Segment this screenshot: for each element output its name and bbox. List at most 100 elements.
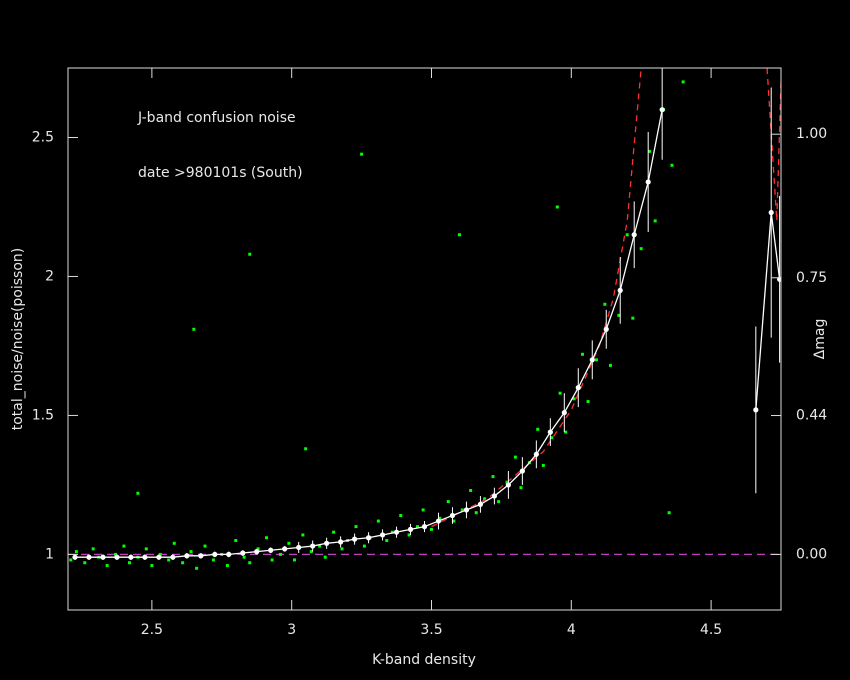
mean-point (184, 553, 190, 559)
mean-point (645, 179, 651, 185)
scatter-point (564, 430, 568, 434)
y2-tick-label: 1.00 (796, 126, 827, 142)
scatter-point (385, 539, 389, 543)
mean-point (282, 546, 288, 552)
mean-point (449, 512, 456, 519)
scatter-point (608, 363, 612, 367)
y2-tick-label: 0.44 (796, 408, 827, 424)
mean-point (128, 554, 134, 560)
scatter-point (122, 544, 126, 548)
mean-point (519, 468, 525, 474)
scatter-point (536, 427, 540, 431)
mean-point (463, 507, 470, 513)
y2-tick-label: 0.00 (796, 546, 827, 562)
scatter-point (580, 352, 584, 356)
scatter-point (144, 547, 148, 551)
mean-point (617, 287, 623, 293)
mean-point (379, 532, 386, 538)
mean-point (533, 451, 539, 457)
mean-point (351, 536, 358, 542)
scatter-point (639, 247, 643, 251)
mean-point (547, 429, 553, 435)
x-axis-label: K-band density (372, 652, 476, 668)
scatter-point (309, 550, 313, 554)
scatter-point (248, 561, 252, 565)
mean-point (575, 385, 581, 391)
y2-axis-label: Δmag (812, 319, 828, 360)
scatter-point (256, 547, 260, 551)
mean-point (407, 526, 414, 532)
model-line (431, 68, 642, 528)
scatter-point (69, 558, 73, 562)
scatter-point (558, 391, 562, 395)
scatter-point (648, 149, 652, 153)
mean-point (435, 518, 442, 524)
y2-tick-label: 0.75 (796, 270, 827, 286)
scatter-point (625, 233, 629, 237)
mean-point (86, 554, 92, 560)
scatter-point (416, 525, 420, 529)
scatter-point (105, 564, 109, 568)
scatter-point (83, 561, 87, 565)
scatter-point (114, 552, 118, 556)
scatter-point (667, 511, 671, 515)
scatter-point (360, 152, 364, 156)
scatter-point (181, 561, 185, 565)
mean-point (114, 554, 120, 560)
mean-point (768, 209, 774, 216)
mean-point (631, 232, 637, 238)
x-tick-label: 3 (287, 622, 296, 638)
scatter-point (541, 463, 545, 467)
annotation: J-band confusion noise (137, 110, 296, 126)
scatter-point (265, 536, 269, 540)
scatter-point (91, 547, 95, 551)
plot-frame (67, 67, 782, 611)
y-tick-label: 2.5 (32, 129, 54, 145)
mean-point (753, 407, 759, 413)
scatter-point (234, 539, 238, 543)
scatter-point (513, 455, 517, 459)
scatter-point (550, 436, 554, 440)
scatter-point (631, 316, 635, 320)
scatter-point (211, 558, 215, 562)
scatter-point (270, 558, 274, 562)
mean-point (505, 482, 511, 488)
scatter-point (279, 552, 283, 556)
scatter-point (653, 219, 657, 223)
mean-point (170, 554, 176, 560)
mean-point (477, 501, 484, 507)
scatter-point (497, 500, 501, 504)
mean-point (254, 549, 260, 555)
y-tick-label: 2 (45, 268, 54, 284)
mean-point (198, 553, 204, 559)
scatter-point (555, 205, 559, 209)
x-tick-label: 2.5 (141, 622, 163, 638)
mean-point (268, 547, 274, 553)
mean-point (603, 326, 609, 332)
scatter-point (74, 550, 78, 554)
scatter-point (332, 530, 336, 534)
scatter-point (491, 475, 495, 479)
scatter-point (167, 558, 171, 562)
scatter-point (203, 544, 207, 548)
mean-point (100, 554, 106, 560)
scatter-point (457, 233, 461, 237)
scatter-point (128, 561, 132, 565)
scatter-point (301, 533, 305, 537)
scatter-point (195, 566, 199, 570)
scatter-point (670, 163, 674, 167)
scatter-point (438, 516, 442, 520)
scatter-point (376, 519, 380, 523)
scatter-point (362, 544, 366, 548)
scatter-point (681, 80, 685, 84)
mean-point (226, 551, 232, 558)
mean-point (240, 550, 246, 556)
x-tick-label: 4 (567, 622, 576, 638)
scatter-point (519, 486, 523, 490)
mean-point (296, 544, 302, 551)
mean-point (156, 554, 162, 560)
scatter-point (189, 550, 193, 554)
scatter-point (460, 508, 464, 512)
